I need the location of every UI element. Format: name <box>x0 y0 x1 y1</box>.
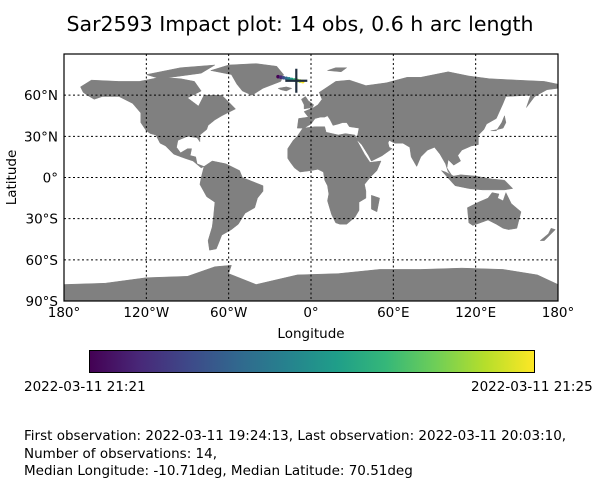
land-south-america <box>199 160 264 251</box>
land-uk <box>301 96 315 110</box>
track-point-1 <box>276 74 280 79</box>
lon-tick-label: 60°W <box>210 305 247 321</box>
plot-title: Sar2593 Impact plot: 14 obs, 0.6 h arc l… <box>66 12 534 36</box>
land-japan <box>490 114 507 132</box>
lon-tick-label: 180° <box>48 305 81 321</box>
lon-tick-label: 0° <box>303 305 318 321</box>
colorbar <box>89 350 535 373</box>
land-indonesia <box>441 170 514 191</box>
lon-tick-label: 120°E <box>455 305 496 321</box>
colorbar-max-label: 2022-03-11 21:25 <box>471 379 593 395</box>
land-madagascar <box>371 194 380 213</box>
colorbar-gradient <box>90 351 534 372</box>
land-greenland <box>210 63 284 96</box>
land-arctic-islands <box>146 64 216 79</box>
lat-tick-label: 30°S <box>26 212 59 228</box>
lat-tick-label: 0° <box>43 171 58 187</box>
track-point-3 <box>281 75 286 80</box>
track-point-4 <box>284 76 289 81</box>
land-new-zealand <box>539 227 556 241</box>
observation-summary: First observation: 2022-03-11 19:24:13, … <box>24 428 566 481</box>
land-svalbard <box>327 67 348 73</box>
lon-tick-label: 180° <box>542 305 575 321</box>
land-europe-asia <box>297 71 559 177</box>
summary-line-2: Number of observations: 14, <box>24 445 218 462</box>
land-arabia-fill <box>356 130 390 162</box>
x-axis-label: Longitude <box>277 326 344 342</box>
land-north-america <box>80 77 236 169</box>
track-point-2 <box>279 75 283 79</box>
lat-tick-label: 30°N <box>24 129 58 145</box>
summary-line-1: First observation: 2022-03-11 19:24:13, … <box>24 428 567 444</box>
lat-tick-label: 90°S <box>26 294 59 310</box>
colorbar-min-label: 2022-03-11 21:21 <box>24 379 146 395</box>
lat-tick-label: 60°N <box>24 88 58 104</box>
land-africa <box>287 126 382 225</box>
y-axis-label: Latitude <box>4 150 20 206</box>
lon-tick-label: 60°E <box>377 305 409 321</box>
summary-line-3: Median Longitude: -10.71deg, Median Lati… <box>24 463 413 479</box>
colorbar-fill <box>90 351 534 372</box>
land-iceland <box>277 86 293 92</box>
land-australia <box>467 191 522 230</box>
plot-frame <box>63 53 559 302</box>
lon-tick-label: 120°W <box>123 305 169 321</box>
lat-tick-label: 60°S <box>26 253 59 269</box>
